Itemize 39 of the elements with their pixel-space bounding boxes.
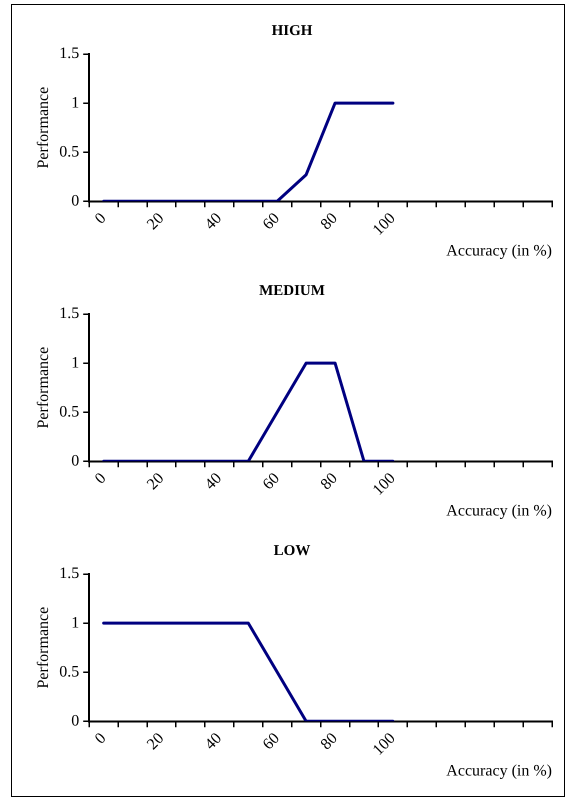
y-tick-label: 1.5 (59, 45, 80, 62)
x-tick-label: 60 (260, 730, 284, 754)
chart-title: HIGH (272, 22, 313, 39)
y-tick-label: 1.5 (59, 305, 80, 322)
x-tick-label: 100 (370, 730, 399, 759)
x-axis-title: Accuracy (in %) (446, 762, 552, 780)
y-tick-label: 0 (71, 452, 80, 470)
y-tick-label: 1 (71, 614, 80, 632)
y-axis-title: Performance (34, 346, 52, 428)
chart-title: LOW (274, 542, 310, 559)
y-tick-label: 0.5 (59, 143, 80, 160)
x-tick-label: 40 (202, 730, 226, 754)
x-axis-title: Accuracy (in %) (446, 502, 552, 520)
y-tick-label: 0 (71, 192, 80, 210)
y-axis-title: Performance (34, 86, 52, 168)
x-tick-label: 100 (370, 210, 399, 239)
x-tick-label: 0 (92, 730, 110, 748)
y-tick-label: 1 (71, 354, 80, 372)
y-tick-label: 0.5 (59, 403, 80, 420)
x-tick-label: 60 (260, 470, 284, 494)
x-tick-label: 80 (318, 730, 341, 754)
x-tick-label: 0 (92, 210, 110, 228)
y-axis-title: Performance (34, 606, 52, 688)
x-tick-label: 80 (318, 470, 341, 494)
x-tick-label: 0 (92, 470, 110, 488)
chart-title: MEDIUM (259, 282, 325, 299)
y-tick-label: 1.5 (59, 565, 80, 582)
x-tick-label: 20 (144, 210, 168, 234)
y-tick-label: 0 (71, 712, 80, 730)
x-tick-label: 20 (144, 730, 168, 754)
y-tick-label: 1 (71, 94, 80, 112)
x-tick-label: 40 (202, 210, 226, 234)
y-tick-label: 0.5 (59, 663, 80, 680)
x-tick-label: 100 (370, 470, 399, 499)
x-axis-title: Accuracy (in %) (446, 242, 552, 260)
x-tick-label: 20 (144, 470, 168, 494)
x-tick-label: 60 (260, 210, 284, 234)
x-tick-label: 80 (318, 210, 341, 234)
x-tick-label: 40 (202, 470, 226, 494)
